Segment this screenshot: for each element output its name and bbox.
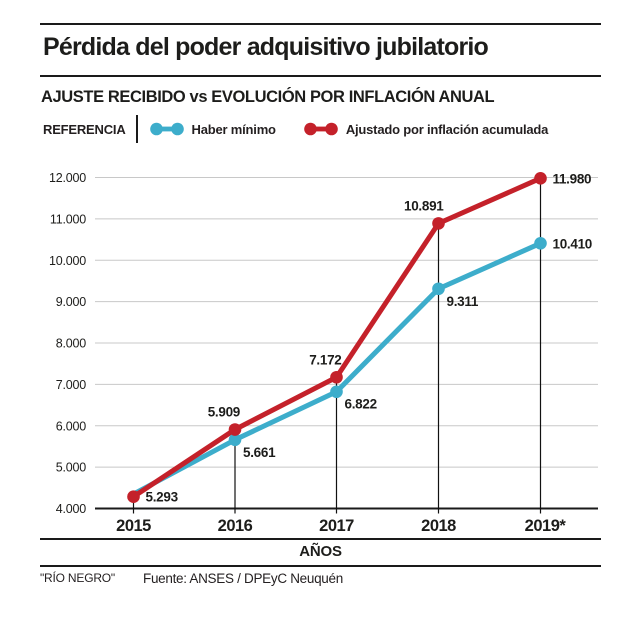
data-point-label: 9.311 xyxy=(447,294,479,309)
data-point-label: 10.410 xyxy=(553,236,593,251)
data-point-label: 7.172 xyxy=(309,352,341,367)
data-point xyxy=(127,490,140,504)
legend-title: REFERENCIA xyxy=(43,121,126,137)
y-tick-label: 4.000 xyxy=(56,502,87,516)
data-point-label: 6.822 xyxy=(345,397,377,412)
data-point xyxy=(432,282,445,296)
data-point-label: 5.293 xyxy=(146,490,179,505)
x-tick-label: 2019* xyxy=(525,517,567,535)
x-tick-label: 2016 xyxy=(218,517,253,535)
x-tick-label: 2017 xyxy=(319,517,354,535)
legend: REFERENCIA Haber mínimo Ajustado por inf… xyxy=(43,114,548,144)
chart-subtitle: AJUSTE RECIBIDO vs EVOLUCIÓN POR INFLACI… xyxy=(41,88,495,106)
x-tick-label: 2015 xyxy=(116,517,151,535)
y-tick-label: 8.000 xyxy=(56,337,87,351)
source-note: Fuente: ANSES / DPEyC Neuquén xyxy=(143,571,343,586)
publication-credit: "RÍO NEGRO" xyxy=(40,571,115,585)
title-divider-rule xyxy=(40,75,601,77)
legend-item-ajustado-inflacion: Ajustado por inflación acumulada xyxy=(304,122,548,137)
data-point xyxy=(534,236,547,250)
y-tick-label: 5.000 xyxy=(56,461,87,475)
data-point xyxy=(330,385,343,399)
data-point xyxy=(330,370,343,384)
y-tick-label: 11.000 xyxy=(50,212,86,226)
data-point xyxy=(228,433,242,447)
xaxis-band-rule-top xyxy=(40,538,601,540)
data-point-label: 5.661 xyxy=(243,445,276,460)
haber-minimo-marker-icon xyxy=(149,122,184,136)
data-point-label: 11.980 xyxy=(553,171,592,186)
y-tick-label: 9.000 xyxy=(56,295,87,309)
page-title: Pérdida del poder adquisitivo jubilatori… xyxy=(43,33,489,61)
y-tick-label: 6.000 xyxy=(56,419,87,433)
data-point-label: 5.909 xyxy=(208,405,240,420)
y-tick-label: 12.000 xyxy=(49,171,86,185)
data-point xyxy=(534,172,547,185)
xaxis-title: AÑOS xyxy=(299,543,342,560)
data-point-label: 10.891 xyxy=(404,198,444,213)
y-tick-label: 10.000 xyxy=(49,254,86,268)
legend-item-haber-minimo: Haber mínimo xyxy=(149,121,276,137)
xaxis-band-rule-bottom xyxy=(40,565,601,567)
data-point xyxy=(228,423,242,436)
legend-divider xyxy=(135,115,138,143)
data-point xyxy=(432,217,445,230)
legend-item-label: Ajustado por inflación acumulada xyxy=(345,121,549,137)
x-tick-label: 2018 xyxy=(421,517,456,535)
legend-item-label: Haber mínimo xyxy=(191,121,276,137)
top-rule xyxy=(40,23,601,25)
ajustado-inflacion-marker-icon xyxy=(304,122,338,136)
y-tick-label: 7.000 xyxy=(56,378,87,392)
